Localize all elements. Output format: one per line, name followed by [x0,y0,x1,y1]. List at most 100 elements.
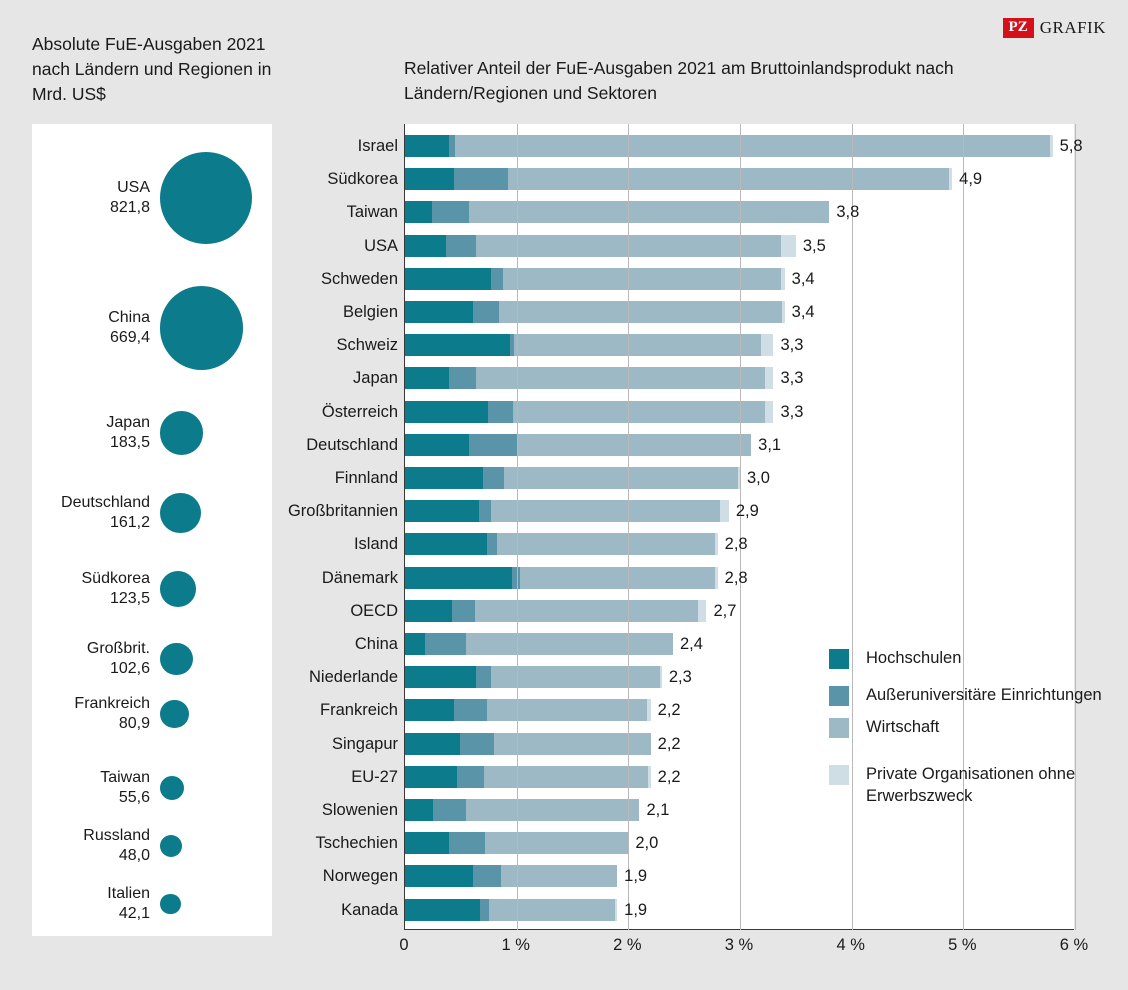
bar-segment [405,400,488,423]
bar-row [405,566,718,589]
bubble-value: 102,6 [109,660,150,677]
bar-row [405,267,785,290]
bubble-circle [160,699,189,729]
bar-segment [448,367,477,390]
bar-value-label: 1,9 [624,900,648,919]
bar-segment [446,234,477,257]
bar-row [405,367,774,390]
pz-logo-mark: PZ [1002,18,1034,38]
bar-segment [516,433,752,456]
bar-category-label: USA [364,236,398,255]
legend-item: Außeruniversitäre Einrichtungen [829,685,1109,707]
bar-segment [405,799,433,821]
bar-row [405,433,752,456]
x-tick-label: 5 % [948,936,977,954]
bar-row [405,865,618,888]
legend-label: Hochschulen [866,649,962,667]
bar-category-label: Kanada [341,900,398,919]
bar-segment [405,566,513,589]
legend-swatch [829,717,849,738]
bubble-circle [160,642,193,676]
bar-value-label: 2,1 [646,801,670,819]
plot-area [404,124,1076,930]
bar-category-label: Deutschland [306,435,398,454]
bubble-circle [160,411,204,455]
bubble-label-block: Japan 183,5 [32,413,160,454]
pz-grafik-logo: PZ GRAFIK [1002,18,1106,38]
bar-segment [487,400,514,423]
bar-segment [405,500,479,523]
bar-segment [455,135,1051,157]
bar-segment [715,566,718,589]
bar-segment [405,666,477,689]
bar-category-label: OECD [350,601,398,620]
bubble-item: Großbrit. 102,6 [32,636,272,682]
bar-value-label: 3,5 [802,236,826,255]
bar-row [405,201,830,224]
bar-value-label: 3,4 [791,303,815,321]
bubble-country-name: Taiwan [100,768,150,786]
bubble-chart-title: Absolute FuE-Ausgaben 2021 nach Ländern … [32,34,272,104]
bar-segment [715,533,718,556]
bar-row [405,400,774,423]
bar-segment [405,699,455,722]
bar-segment [486,533,497,556]
bar-segment [507,168,949,191]
bar-segment [761,334,774,357]
bubble-label-block: Italien 42,1 [32,884,160,925]
bar-value-label: 2,9 [735,502,759,521]
bar-row [405,334,774,357]
bar-segment [498,301,783,323]
bar-segment [405,135,449,157]
bar-category-label: Japan [353,369,398,388]
bar-segment [405,168,455,191]
bar-segment [448,832,486,855]
bar-segment [764,367,774,390]
bar-value-label: 3,1 [758,435,782,454]
bar-row [405,633,673,655]
bar-value-label: 2,7 [713,601,737,620]
bubble-country-name: Großbrit. [86,639,150,657]
grid-line [516,124,518,930]
bubble-value: 48,0 [118,847,150,864]
bubble-item: Frankreich 80,9 [32,691,272,737]
bar-category-label: Norwegen [322,867,398,886]
bar-segment [405,201,432,224]
bar-segment [459,732,495,755]
bubble-label-block: China 669,4 [32,308,160,349]
bubble-value: 42,1 [118,905,150,922]
bubble-item: Italien 42,1 [32,881,272,927]
bar-segment [520,566,716,589]
bar-segment [513,400,765,423]
bar-segment [501,865,618,888]
bar-segment [1050,135,1053,157]
bar-value-label: 3,3 [780,402,804,421]
bubble-country-name: Italien [107,884,150,902]
legend-swatch [829,685,849,706]
bar-value-label: 1,9 [624,867,648,886]
bar-segment [468,201,830,224]
legend-swatch [829,765,849,786]
bar-category-label: Österreich [321,402,398,421]
bubble-country-name: China [108,308,150,326]
bar-category-label: Schweden [320,269,398,288]
bar-category-label: Island [353,535,398,554]
bar-value-label: 2,2 [657,701,681,720]
bubble-item: Deutschland 161,2 [32,490,272,536]
bubble-circle [160,834,183,858]
bar-segment [483,467,505,489]
bubble-label-block: Russland 48,0 [32,826,160,867]
bar-segment [490,500,720,523]
bar-value-label: 2,2 [657,767,681,786]
bar-segment [466,633,673,655]
bar-value-label: 3,4 [791,269,815,288]
bar-category-label: Singapur [331,734,398,753]
bubble-item: USA 821,8 [32,152,272,244]
bar-segment [468,433,517,456]
bar-category-label: China [354,635,398,653]
bar-row [405,500,729,523]
legend-swatch [829,649,849,669]
bar-row [405,732,651,755]
bubble-item: China 669,4 [32,286,272,370]
